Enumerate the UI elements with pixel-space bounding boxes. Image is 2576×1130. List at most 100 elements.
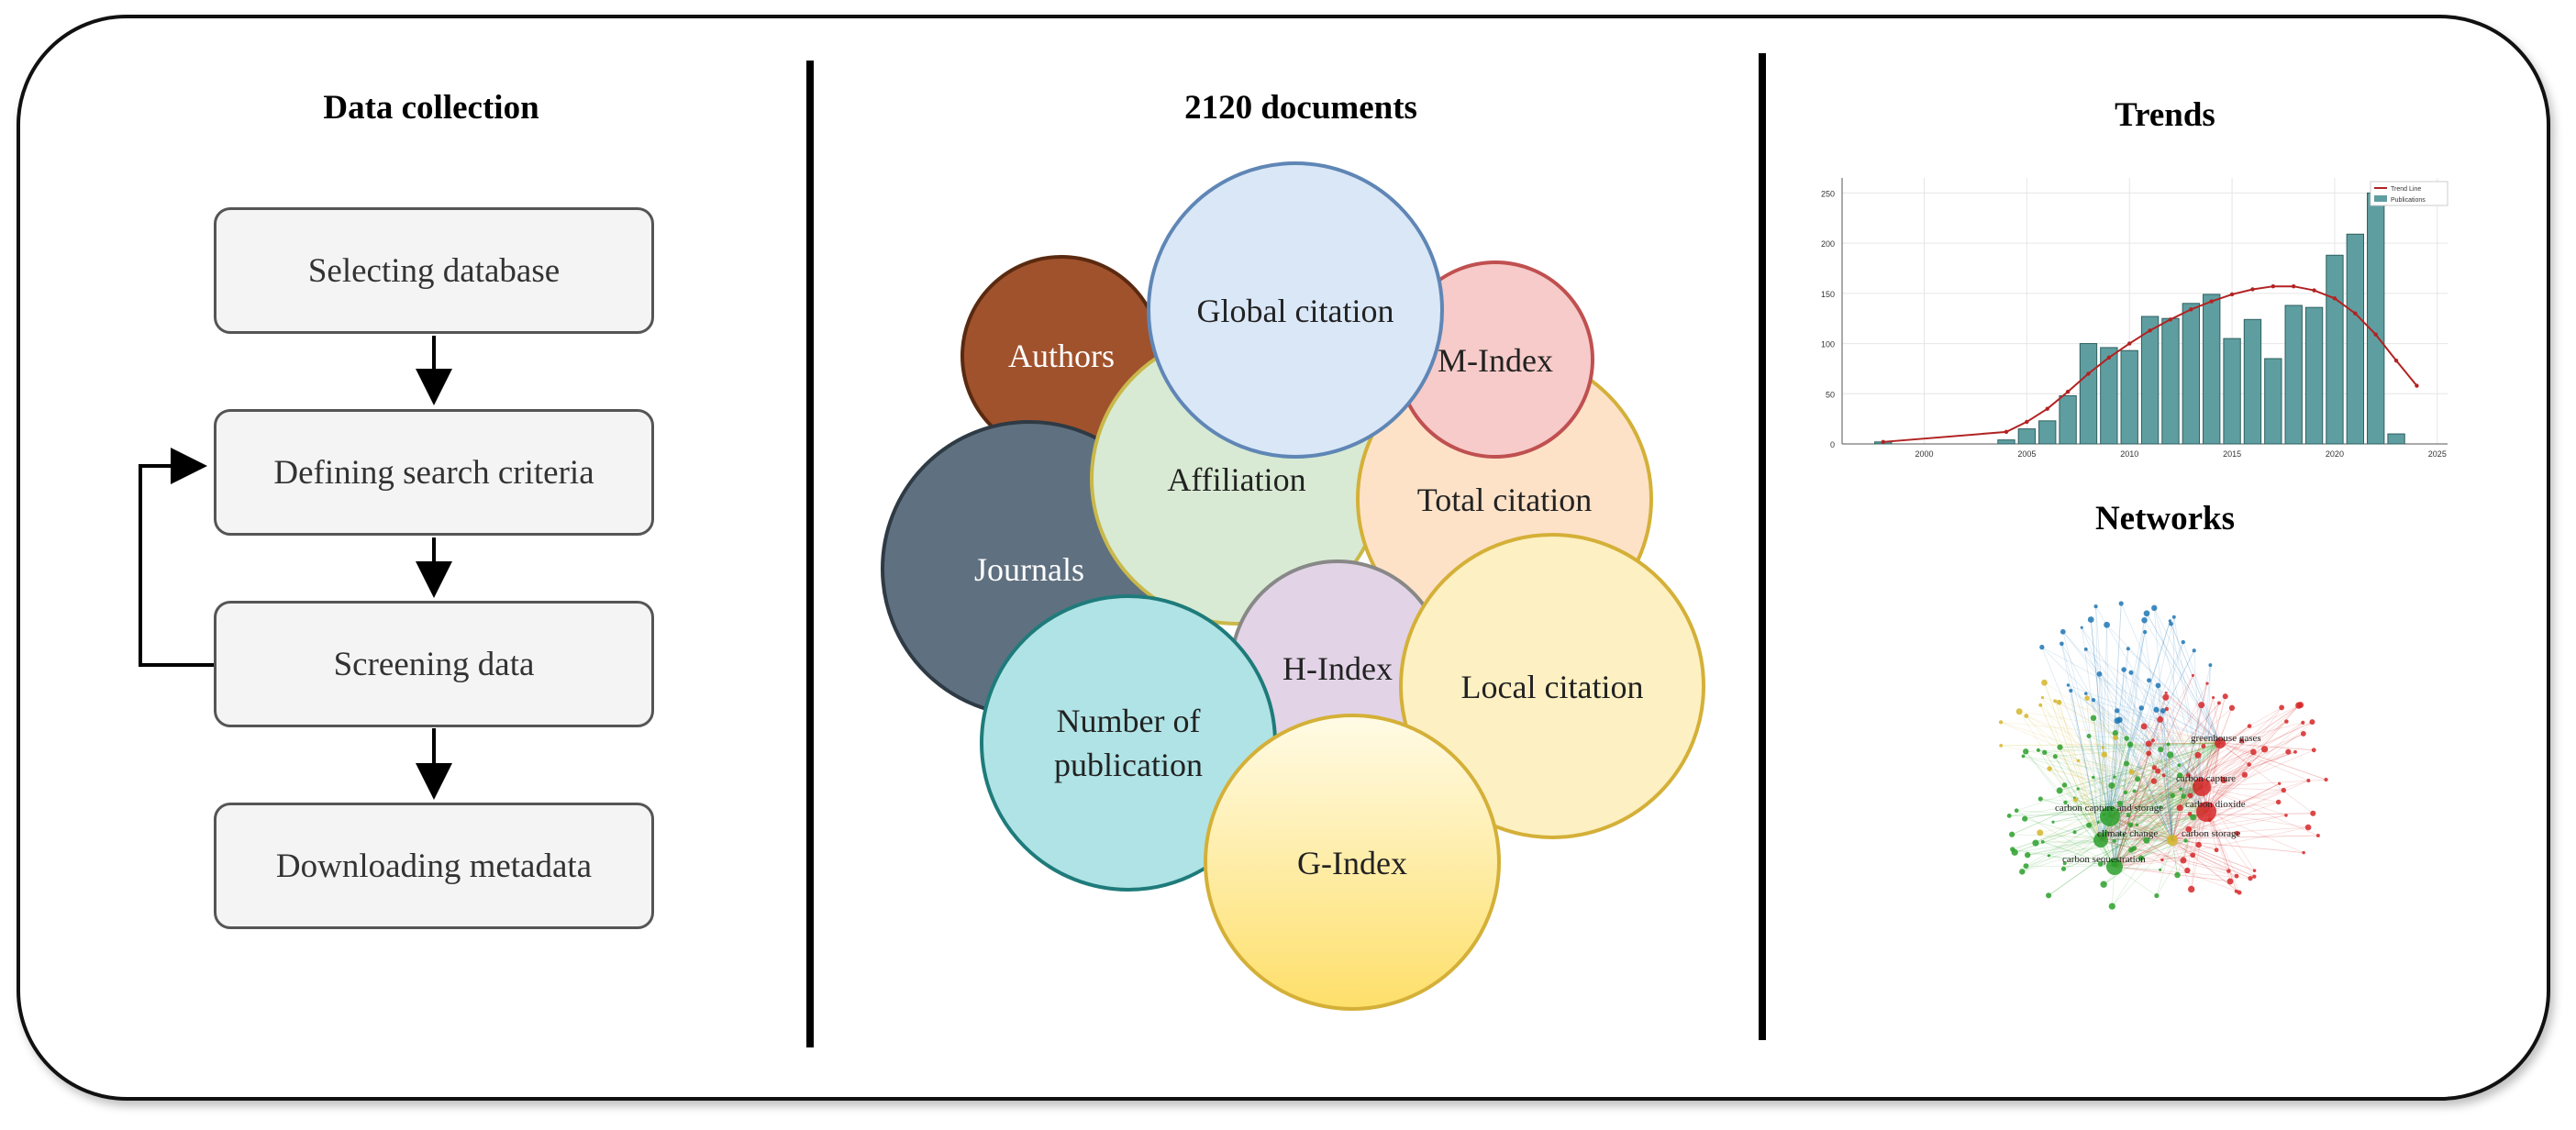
network-node <box>2238 737 2245 743</box>
network-edge <box>2114 616 2175 868</box>
network-edge <box>2205 790 2284 813</box>
trend-point <box>2393 358 2399 363</box>
network-node <box>2278 781 2282 785</box>
network-node <box>2093 833 2108 848</box>
network-edge <box>2109 815 2163 860</box>
network-node <box>2047 854 2051 858</box>
network-edge <box>2114 782 2280 868</box>
trend-point <box>2065 389 2071 394</box>
network-edge <box>2100 839 2229 871</box>
network-edge <box>2109 815 2251 879</box>
network-edge <box>2109 815 2188 871</box>
network-edge <box>2026 715 2207 813</box>
network-node <box>2208 663 2213 668</box>
network-edge <box>2201 786 2255 871</box>
network-edge <box>2201 707 2233 788</box>
network-edge <box>2171 839 2304 854</box>
network-edge <box>2201 786 2279 803</box>
network-edge <box>2130 742 2221 825</box>
network-edge <box>2075 742 2221 801</box>
networks-title: Networks <box>2094 500 2236 537</box>
network-node <box>2135 823 2139 827</box>
network-edge <box>2205 751 2254 813</box>
network-edge <box>2201 704 2301 788</box>
network-edge <box>2114 670 2125 868</box>
network-edge <box>2166 708 2173 841</box>
network-edge <box>2009 786 2203 816</box>
trend-point <box>2148 328 2152 333</box>
network-edge <box>2026 865 2115 868</box>
x-tick-label: 2005 <box>2017 449 2036 459</box>
network-edge <box>2100 746 2204 841</box>
network-edge <box>2070 690 2102 841</box>
network-edge <box>2205 721 2313 813</box>
network-node <box>2037 796 2043 802</box>
network-edge <box>2011 742 2221 836</box>
co-occurrence-network: carbon capture carbon dioxide greenhouse… <box>1998 601 2328 910</box>
network-edge <box>2171 839 2178 876</box>
network-edge <box>2182 641 2221 744</box>
network-node <box>2006 814 2012 818</box>
feedback-arrow <box>139 448 215 667</box>
m-index-label: M-Index <box>1438 342 1553 379</box>
trend-point <box>2004 429 2009 435</box>
network-edge <box>2100 826 2309 841</box>
trend-point <box>2025 419 2029 425</box>
network-node <box>2143 610 2150 617</box>
network-node <box>2090 715 2097 722</box>
network-edge <box>2044 751 2173 841</box>
network-edge <box>2219 742 2249 765</box>
network-node <box>2132 789 2137 793</box>
network-edge <box>2106 624 2221 744</box>
network-node <box>2174 871 2181 879</box>
network-edge <box>2035 742 2221 844</box>
network-edge <box>2171 833 2237 841</box>
bar <box>2038 420 2057 445</box>
network-edge <box>2064 786 2203 864</box>
network-node <box>2126 741 2134 748</box>
network-edge <box>2179 742 2221 776</box>
network-node <box>2128 670 2134 675</box>
network-edge <box>2134 742 2221 792</box>
network-node <box>2126 813 2131 818</box>
network-edge <box>2042 697 2221 744</box>
bar <box>2182 303 2201 445</box>
network-edge <box>2109 632 2146 817</box>
network-node <box>2179 787 2182 791</box>
network-edge <box>2085 693 2102 841</box>
network-edge <box>2114 744 2169 868</box>
network-edge <box>2165 692 2221 744</box>
step-screening-data: Screening data <box>214 601 654 727</box>
network-edge <box>2201 786 2319 836</box>
network-edge <box>2201 733 2304 788</box>
network-node <box>2160 708 2166 714</box>
legend-bar-label: Publications <box>2391 197 2426 204</box>
network-edge <box>2074 742 2221 833</box>
network-edge <box>2171 839 2255 878</box>
network-edge <box>2109 719 2120 817</box>
network-node <box>2076 759 2081 763</box>
network-node <box>2093 604 2098 609</box>
h-index-label: H-Index <box>1282 650 1393 687</box>
bar <box>2243 318 2262 445</box>
network-edge <box>2114 682 2208 868</box>
network-edge <box>2134 786 2203 792</box>
network-edge <box>2025 786 2203 820</box>
network-edge <box>2039 704 2173 841</box>
network-node <box>2186 772 2191 778</box>
network-edge <box>2044 682 2102 841</box>
network-edge <box>2044 682 2102 841</box>
network-edge <box>2060 742 2221 792</box>
network-edge <box>2213 697 2221 744</box>
network-edge <box>2219 742 2309 781</box>
network-edge <box>2109 815 2255 871</box>
network-node <box>2087 616 2094 623</box>
network-edge <box>2153 607 2221 744</box>
network-edge <box>2074 797 2207 813</box>
network-edge <box>2012 815 2111 850</box>
network-node <box>2039 644 2045 650</box>
network-edge <box>2182 786 2203 861</box>
label-carbon-capture: carbon capture <box>2176 773 2236 784</box>
network-edge <box>2165 692 2221 744</box>
network-node <box>2181 639 2185 645</box>
